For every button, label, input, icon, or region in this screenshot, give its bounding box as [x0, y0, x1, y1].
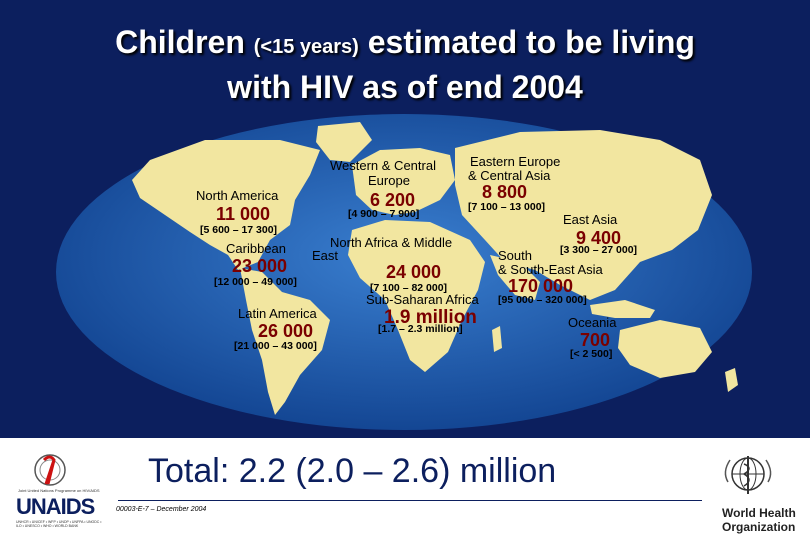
- who-emblem-icon: [724, 456, 772, 494]
- north-africa-name-1: North Africa & Middle: [330, 235, 453, 250]
- sub-saharan-value: 1.9 million: [384, 307, 477, 328]
- unaids-wordmark: UNAIDS: [16, 494, 95, 519]
- oceania-range: [< 2 500]: [570, 348, 613, 360]
- north-america-range: [5 600 – 17 300]: [200, 224, 278, 236]
- caribbean-name: Caribbean: [226, 241, 286, 256]
- east-asia-range: [3 300 – 27 000]: [560, 244, 638, 256]
- western-europe-name-2: Europe: [368, 173, 410, 188]
- latin-america-range: [21 000 – 43 000]: [234, 340, 317, 352]
- east-asia-value: 9 400: [576, 228, 622, 248]
- north-africa-range: [7 100 – 82 000]: [370, 282, 448, 294]
- oceania-value: 700: [580, 330, 611, 350]
- world-map: [56, 114, 752, 430]
- north-america-name: North America: [196, 188, 279, 203]
- land-africa: [348, 220, 485, 372]
- title-main: Children: [115, 24, 245, 60]
- western-europe-value: 6 200: [370, 190, 416, 210]
- eastern-europe-value: 8 800: [482, 182, 528, 202]
- sub-saharan-name: Sub-Saharan Africa: [366, 292, 479, 307]
- western-europe-name-1: Western & Central: [330, 158, 436, 173]
- land-new-zealand: [725, 368, 738, 392]
- land-europe: [352, 148, 455, 215]
- unaids-top-text: Joint United Nations Programme on HIV/AI…: [18, 488, 100, 493]
- title-line2: with HIV as of end 2004: [227, 69, 583, 105]
- latin-america-value: 26 000: [258, 321, 314, 341]
- land-madagascar: [492, 326, 502, 352]
- south-asia-range: [95 000 – 320 000]: [498, 294, 587, 306]
- oceania-name: Oceania: [568, 315, 617, 330]
- land-asia: [455, 130, 712, 300]
- western-europe-range: [4 900 – 7 900]: [348, 208, 420, 220]
- land-australia: [618, 320, 712, 378]
- north-africa-name-2: East: [312, 248, 339, 263]
- caribbean-range: [12 000 – 49 000]: [214, 276, 297, 288]
- land-north-america: [132, 140, 320, 270]
- eastern-europe-name-1: Eastern Europe: [470, 154, 561, 169]
- south-asia-name-1: South: [498, 248, 532, 263]
- south-asia-value: 170 000: [508, 276, 574, 296]
- slide-code: 00003-E-7 – December 2004: [116, 506, 207, 513]
- unaids-cosponsors: UNHCR • UNICEF • WFP • UNDP • UNFPA • UN…: [16, 520, 102, 528]
- who-logo: World Health Organization: [712, 452, 802, 540]
- eastern-europe-name-2: & Central Asia: [468, 168, 551, 183]
- north-america-value: 11 000: [216, 204, 271, 224]
- sub-saharan-range: [1.7 – 2.3 million]: [378, 323, 463, 335]
- land-indonesia: [590, 300, 655, 318]
- unaids-emblem-icon: [34, 454, 66, 486]
- north-africa-value: 24 000: [386, 262, 442, 282]
- latin-america-name: Latin America: [238, 306, 317, 321]
- unaids-logo: Joint United Nations Programme on HIV/AI…: [14, 450, 104, 540]
- footer-divider: [118, 500, 702, 501]
- who-name-line1: World Health: [722, 506, 796, 520]
- east-asia-name: East Asia: [563, 212, 618, 227]
- eastern-europe-range: [7 100 – 13 000]: [468, 201, 546, 213]
- total-label: Total: 2.2 (2.0 – 2.6) million: [148, 452, 557, 490]
- title-rest: estimated to be living: [367, 24, 695, 60]
- caribbean-value: 23 000: [232, 256, 288, 276]
- who-name-line2: Organization: [722, 520, 796, 534]
- land-south-america: [240, 268, 330, 415]
- title-paren: (<15 years): [253, 36, 359, 58]
- land-south-asia: [490, 255, 540, 300]
- land-greenland: [316, 122, 372, 162]
- page-title: Children (<15 years) estimated to be liv…: [0, 22, 810, 107]
- south-asia-name-2: & South-East Asia: [498, 262, 603, 277]
